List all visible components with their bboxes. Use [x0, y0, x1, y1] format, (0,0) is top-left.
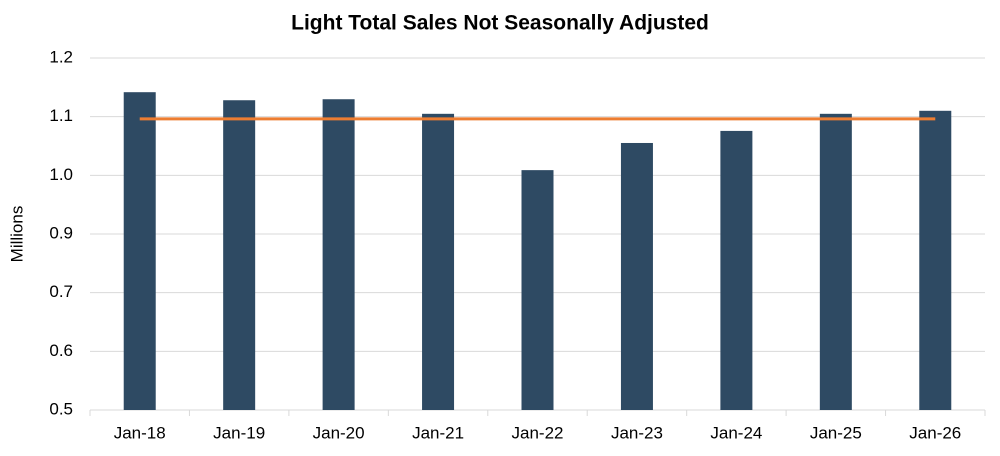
- bar: [422, 113, 455, 411]
- bar: [819, 113, 852, 411]
- x-tick-label: Jan-19: [213, 423, 265, 442]
- y-tick-label: 0.7: [49, 282, 73, 301]
- y-tick-label: 0.6: [49, 341, 73, 360]
- x-tick-label: Jan-26: [909, 423, 961, 442]
- x-tick-label: Jan-25: [810, 423, 862, 442]
- x-tick-label: Jan-18: [114, 423, 166, 442]
- chart-title: Light Total Sales Not Seasonally Adjuste…: [291, 12, 709, 35]
- y-tick-label: 1.0: [49, 165, 73, 184]
- bar: [223, 100, 256, 411]
- bar: [123, 92, 156, 411]
- y-tick-label: 0.5: [49, 399, 73, 418]
- x-tick-label: Jan-20: [313, 423, 365, 442]
- y-tick-label: 1.2: [49, 47, 73, 66]
- bar: [620, 142, 653, 411]
- bar: [919, 110, 952, 411]
- x-tick-label: Jan-23: [611, 423, 663, 442]
- x-tick-label: Jan-24: [710, 423, 762, 442]
- y-tick-label: 0.9: [49, 223, 73, 242]
- bar: [720, 130, 753, 410]
- bar: [521, 170, 554, 410]
- x-tick-label: Jan-22: [512, 423, 564, 442]
- x-tick-label: Jan-21: [412, 423, 464, 442]
- bar: [322, 99, 355, 410]
- y-tick-label: 1.1: [49, 106, 73, 125]
- y-axis-label: Millions: [7, 206, 26, 263]
